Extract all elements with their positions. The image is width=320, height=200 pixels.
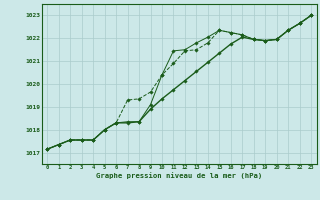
X-axis label: Graphe pression niveau de la mer (hPa): Graphe pression niveau de la mer (hPa) [96, 172, 262, 179]
